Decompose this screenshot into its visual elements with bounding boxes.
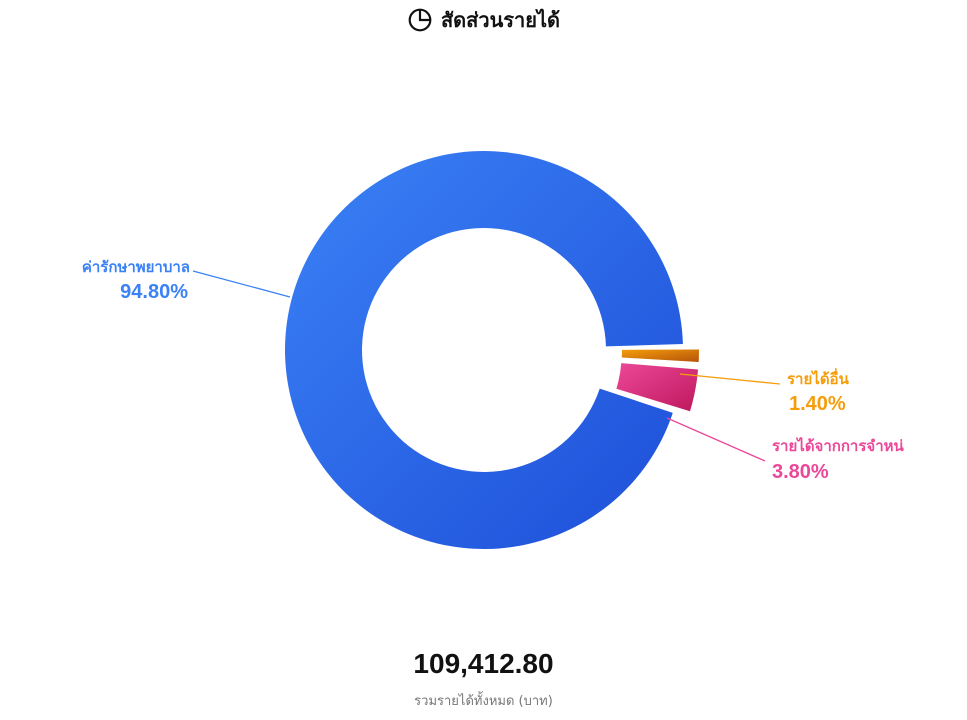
chart-title: สัดส่วนรายได้: [440, 8, 561, 32]
slice-label-1: รายได้อื่น: [787, 368, 850, 388]
slice-leader-line-0: [192, 270, 291, 298]
donut-slice-2[interactable]: [616, 363, 699, 412]
slice-leader-line-2: [666, 417, 766, 462]
slice-percent-1: 1.40%: [789, 393, 846, 415]
donut-slice-0[interactable]: [284, 151, 683, 550]
slice-percent-2: 3.80%: [772, 461, 829, 483]
slice-leader-line-1: [679, 373, 781, 385]
total-revenue-value: 109,412.80: [413, 648, 554, 679]
pie-chart-icon: [408, 8, 432, 32]
slice-label-2: รายได้จากการจำหน่: [772, 436, 905, 455]
slice-percent-0: 94.80%: [120, 281, 188, 303]
total-revenue-label: รวมรายได้ทั้งหมด (บาท): [414, 694, 553, 709]
slice-label-0: ค่ารักษาพยาบาล: [82, 258, 190, 276]
donut-slice-1[interactable]: [621, 349, 699, 362]
chart-header: สัดส่วนรายได้: [0, 4, 967, 36]
